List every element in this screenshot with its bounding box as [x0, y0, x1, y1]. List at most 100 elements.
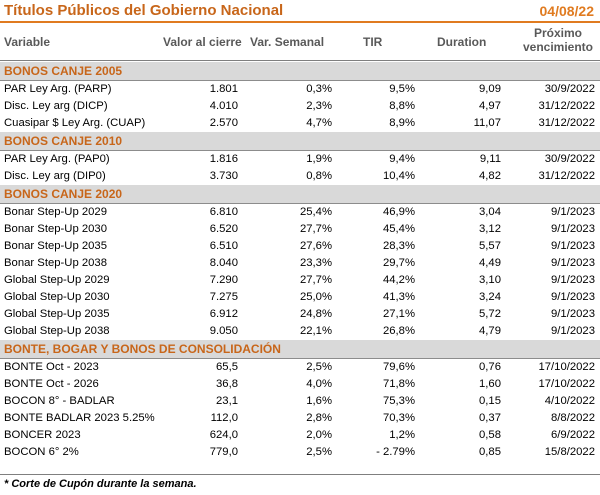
- tir-value: 27,1%: [382, 308, 415, 320]
- tir-value: 8,8%: [389, 100, 415, 112]
- valor-cierre: 3.730: [209, 170, 238, 182]
- bond-name: Disc. Ley arg (DIP0): [4, 170, 106, 182]
- table-row: Bonar Step-Up 2035 6.510 27,6% 28,3% 5,57 9/1…: [0, 238, 600, 255]
- bond-name: PAR Ley Arg. (PARP): [4, 83, 112, 95]
- table-row: PAR Ley Arg. (PAP0) 1.816 1,9% 9,4% 9,11 30/9…: [0, 151, 600, 168]
- tir-value: 1,2%: [389, 429, 415, 441]
- bond-name: Bonar Step-Up 2029: [4, 206, 107, 218]
- bond-name: BONTE BADLAR 2023 5.25%: [4, 412, 155, 424]
- duration-value: 9,09: [479, 83, 501, 95]
- var-semanal: 2,5%: [306, 446, 332, 458]
- var-semanal: 23,3%: [299, 257, 332, 269]
- duration-value: 0,85: [479, 446, 501, 458]
- duration-value: 0,15: [479, 395, 501, 407]
- tir-value: 75,3%: [382, 395, 415, 407]
- valor-cierre: 2.570: [209, 117, 238, 129]
- var-semanal: 2,5%: [306, 361, 332, 373]
- valor-cierre: 6.510: [209, 240, 238, 252]
- column-header-duration: Duration: [437, 35, 487, 49]
- valor-cierre: 6.520: [209, 223, 238, 235]
- tir-value: 28,3%: [382, 240, 415, 252]
- tir-value: 70,3%: [382, 412, 415, 424]
- table-row: BONTE Oct - 2023 65,5 2,5% 79,6% 0,76 17/10/2…: [0, 359, 600, 376]
- table-row: Disc. Ley arg (DICP) 4.010 2,3% 8,8% 4,97 31/…: [0, 98, 600, 115]
- valor-cierre: 7.290: [209, 274, 238, 286]
- page-title: Títulos Públicos del Gobierno Nacional: [4, 2, 284, 19]
- table-row: BONCER 2023 624,0 2,0% 1,2% 0,58 6/9/2022: [0, 427, 600, 444]
- vencimiento-date: 9/1/2023: [551, 274, 595, 286]
- bond-name: BONTE Oct - 2026: [4, 378, 99, 390]
- bond-name: Global Step-Up 2038: [4, 325, 110, 337]
- column-header-variable: Variable: [4, 35, 51, 49]
- duration-value: 3,04: [479, 206, 501, 218]
- table-row: BONTE BADLAR 2023 5.25% 112,0 2,8% 70,3% 0,3…: [0, 410, 600, 427]
- table-row: PAR Ley Arg. (PARP) 1.801 0,3% 9,5% 9,09 30/9…: [0, 81, 600, 98]
- valor-cierre: 7.275: [209, 291, 238, 303]
- table-row: Global Step-Up 2029 7.290 27,7% 44,2% 3,10 9/…: [0, 272, 600, 289]
- bond-name: Global Step-Up 2029: [4, 274, 110, 286]
- tir-value: 71,8%: [382, 378, 415, 390]
- var-semanal: 24,8%: [299, 308, 332, 320]
- table-row: BONTE Oct - 2026 36,8 4,0% 71,8% 1,60 17/10/2…: [0, 376, 600, 393]
- duration-value: 0,37: [479, 412, 501, 424]
- vencimiento-date: 9/1/2023: [551, 325, 595, 337]
- duration-value: 4,49: [479, 257, 501, 269]
- column-header-valor: Valor al cierre: [163, 35, 242, 49]
- duration-value: 4,79: [479, 325, 501, 337]
- vencimiento-date: 9/1/2023: [551, 257, 595, 269]
- section-header: BONOS CANJE 2020: [0, 185, 600, 204]
- var-semanal: 25,4%: [299, 206, 332, 218]
- tir-value: 8,9%: [389, 117, 415, 129]
- vencimiento-date: 31/12/2022: [538, 117, 595, 129]
- vencimiento-date: 6/9/2022: [551, 429, 595, 441]
- table-row: Bonar Step-Up 2038 8.040 23,3% 29,7% 4,49 9/1…: [0, 255, 600, 272]
- duration-value: 0,58: [479, 429, 501, 441]
- var-semanal: 2,8%: [306, 412, 332, 424]
- valor-cierre: 36,8: [216, 378, 238, 390]
- title-bar: Títulos Públicos del Gobierno Nacional 0…: [0, 0, 600, 23]
- tir-value: 79,6%: [382, 361, 415, 373]
- var-semanal: 0,3%: [306, 83, 332, 95]
- var-semanal: 27,7%: [299, 223, 332, 235]
- tir-value: 46,9%: [382, 206, 415, 218]
- var-semanal: 27,6%: [299, 240, 332, 252]
- vencimiento-date: 9/1/2023: [551, 291, 595, 303]
- vencimiento-date: 9/1/2023: [551, 308, 595, 320]
- table-row: Global Step-Up 2035 6.912 24,8% 27,1% 5,72 9/…: [0, 306, 600, 323]
- var-semanal: 27,7%: [299, 274, 332, 286]
- valor-cierre: 6.810: [209, 206, 238, 218]
- bond-name: PAR Ley Arg. (PAP0): [4, 153, 110, 165]
- var-semanal: 1,6%: [306, 395, 332, 407]
- vencimiento-date: 9/1/2023: [551, 240, 595, 252]
- tir-value: 29,7%: [382, 257, 415, 269]
- var-semanal: 4,0%: [306, 378, 332, 390]
- table-row: BOCON 8° - BADLAR 23,1 1,6% 75,3% 0,15 4/10/2…: [0, 393, 600, 410]
- valor-cierre: 6.912: [209, 308, 238, 320]
- table-row: Global Step-Up 2030 7.275 25,0% 41,3% 3,24 9/…: [0, 289, 600, 306]
- valor-cierre: 8.040: [209, 257, 238, 269]
- vencimiento-date: 9/1/2023: [551, 206, 595, 218]
- var-semanal: 1,9%: [306, 153, 332, 165]
- valor-cierre: 779,0: [209, 446, 238, 458]
- duration-value: 3,24: [479, 291, 501, 303]
- vencimiento-date: 8/8/2022: [551, 412, 595, 424]
- table-row: Disc. Ley arg (DIP0) 3.730 0,8% 10,4% 4,82 31…: [0, 168, 600, 185]
- duration-value: 5,57: [479, 240, 501, 252]
- vencimiento-date: 15/8/2022: [544, 446, 595, 458]
- table-row: Cuasipar $ Ley Arg. (CUAP) 2.570 4,7% 8,9% 1…: [0, 115, 600, 132]
- var-semanal: 22,1%: [299, 325, 332, 337]
- valor-cierre: 23,1: [216, 395, 238, 407]
- bond-name: Bonar Step-Up 2030: [4, 223, 107, 235]
- duration-value: 0,76: [479, 361, 501, 373]
- vencimiento-date: 17/10/2022: [538, 361, 595, 373]
- vencimiento-date: 9/1/2023: [551, 223, 595, 235]
- tir-value: 9,5%: [389, 83, 415, 95]
- vencimiento-date: 30/9/2022: [544, 153, 595, 165]
- bond-name: Cuasipar $ Ley Arg. (CUAP): [4, 117, 146, 129]
- valor-cierre: 65,5: [216, 361, 238, 373]
- column-header-proximo-vencimiento: Próximo vencimiento: [518, 26, 598, 54]
- var-semanal: 25,0%: [299, 291, 332, 303]
- valor-cierre: 112,0: [210, 412, 238, 424]
- bond-name: Global Step-Up 2035: [4, 308, 110, 320]
